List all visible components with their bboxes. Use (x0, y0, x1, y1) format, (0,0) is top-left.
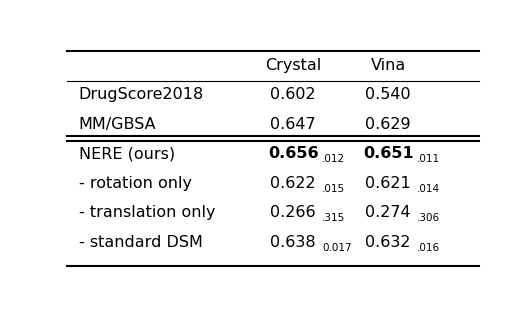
Text: .014: .014 (417, 183, 440, 194)
Text: 0.647: 0.647 (270, 117, 316, 132)
Text: NERE (ours): NERE (ours) (79, 146, 175, 161)
Text: DrugScore2018: DrugScore2018 (79, 87, 204, 102)
Text: 0.656: 0.656 (268, 146, 319, 161)
Text: 0.651: 0.651 (363, 146, 413, 161)
Text: 0.629: 0.629 (365, 117, 411, 132)
Text: 0.602: 0.602 (270, 87, 316, 102)
Text: Vina: Vina (370, 58, 406, 73)
Text: Crystal: Crystal (265, 58, 321, 73)
Text: 0.274: 0.274 (365, 205, 411, 220)
Text: .015: .015 (322, 183, 345, 194)
Text: .315: .315 (322, 213, 345, 223)
Text: .016: .016 (417, 243, 440, 253)
Text: 0.622: 0.622 (270, 176, 316, 191)
Text: 0.638: 0.638 (270, 235, 316, 250)
Text: 0.017: 0.017 (322, 243, 352, 253)
Text: .011: .011 (417, 154, 440, 164)
Text: MM/GBSA: MM/GBSA (79, 117, 156, 132)
Text: - rotation only: - rotation only (79, 176, 192, 191)
Text: 0.540: 0.540 (365, 87, 411, 102)
Text: .306: .306 (417, 213, 440, 223)
Text: 0.632: 0.632 (365, 235, 411, 250)
Text: 0.621: 0.621 (365, 176, 411, 191)
Text: - translation only: - translation only (79, 205, 215, 220)
Text: .012: .012 (322, 154, 345, 164)
Text: 0.266: 0.266 (270, 205, 316, 220)
Text: - standard DSM: - standard DSM (79, 235, 203, 250)
